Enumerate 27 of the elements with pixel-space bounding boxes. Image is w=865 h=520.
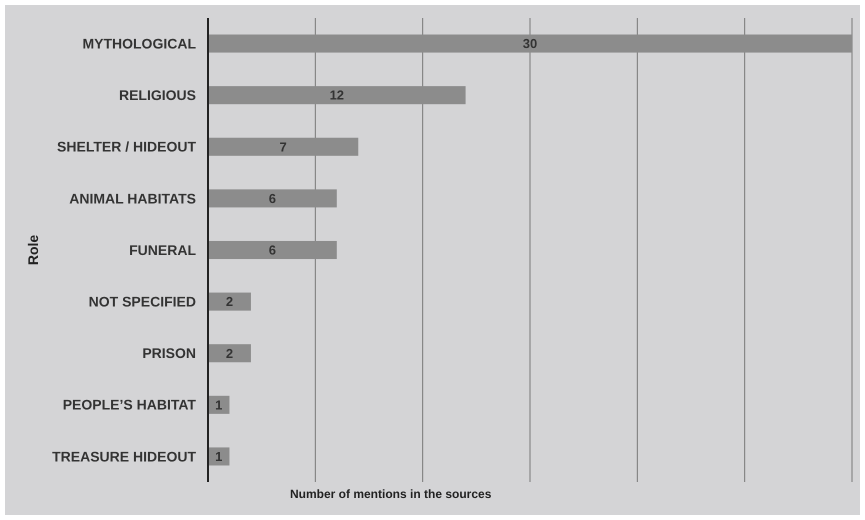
data-label: 1 xyxy=(215,449,222,464)
y-tick-label: PRISON xyxy=(142,345,196,362)
data-label: 12 xyxy=(330,88,344,103)
bar xyxy=(208,138,358,156)
y-tick-label: MYTHOLOGICAL xyxy=(82,35,196,52)
data-label: 30 xyxy=(522,36,538,52)
data-label: 6 xyxy=(268,190,276,206)
y-tick-label: RELIGIOUS xyxy=(118,87,196,104)
bar xyxy=(208,344,251,362)
data-label: 7 xyxy=(280,139,287,154)
y-tick-label: FUNERAL xyxy=(129,242,196,258)
y-tick-label: TREASURE HIDEOUT xyxy=(52,448,196,464)
y-tick-label: ANIMAL HABITATS xyxy=(69,190,196,206)
y-tick-label: SHELTER / HIDEOUT xyxy=(57,138,196,155)
bar xyxy=(208,86,466,104)
y-tick-label: PEOPLE’S HABITAT xyxy=(62,396,196,413)
bar xyxy=(208,240,337,260)
y-tick-label: NOT SPECIFIED xyxy=(88,294,196,310)
data-label: 2 xyxy=(226,294,234,310)
data-label: 2 xyxy=(226,346,234,361)
bar xyxy=(208,292,251,311)
data-label: 1 xyxy=(215,397,222,412)
bar xyxy=(208,189,337,208)
data-label: 6 xyxy=(268,242,276,258)
bar xyxy=(208,34,852,53)
y-axis-title: Role xyxy=(25,234,41,266)
x-axis-title: Number of mentions in the sources xyxy=(290,487,492,501)
